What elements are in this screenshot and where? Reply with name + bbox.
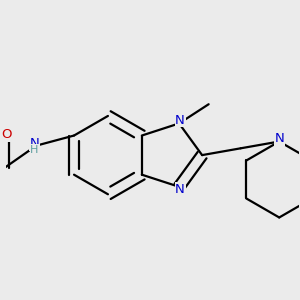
Text: N: N: [30, 137, 39, 150]
Text: N: N: [274, 132, 284, 145]
Text: O: O: [2, 128, 12, 141]
Text: N: N: [175, 183, 185, 196]
Text: N: N: [175, 113, 185, 127]
Text: H: H: [30, 145, 39, 155]
